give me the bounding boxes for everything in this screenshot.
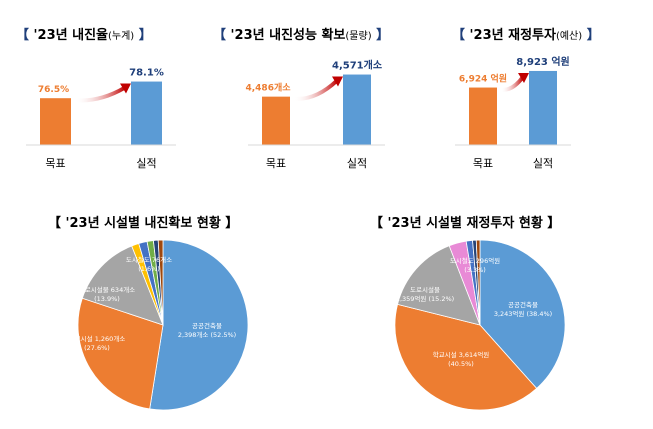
bar-target: [262, 96, 290, 145]
pie-panel-2-title: 【 '23년 시설별 재정투자 현황 】: [370, 216, 561, 231]
bar-panel-3-title: 【 '23년 재정투자(예산) 】: [452, 24, 600, 43]
bar-value-label: 76.5%: [38, 85, 69, 95]
bar-target: [40, 98, 71, 145]
bar-actual: [529, 70, 557, 145]
bracket-open: 【: [452, 28, 466, 43]
bar-panel-1-title: 【 '23년 내진율(누계) 】: [16, 24, 152, 43]
bar-chart-inner-quake-rate: 76.5% 목표 78.1% 실적: [26, 68, 176, 170]
bar-value-label: 4,486개소: [245, 82, 291, 94]
title-sub: (예산): [555, 31, 583, 42]
pie-slice: [479, 239, 566, 389]
slice-label: 도시철도 296억원: [450, 256, 500, 265]
trend-arrow-head: [120, 83, 131, 94]
pie-slice: [77, 297, 164, 410]
slice-label: (13.9%): [94, 295, 120, 303]
category-label: 목표: [45, 157, 65, 170]
slice-label: 도시철도 76개소: [126, 255, 172, 264]
bracket-open: 【: [213, 28, 227, 43]
bar-value-label: 78.1%: [129, 68, 164, 79]
category-label: 목표: [266, 157, 286, 170]
slice-label: 3,243억원 (38.4%): [494, 309, 552, 318]
slice-label: (1.6%): [138, 265, 160, 273]
slice-label: 2,398개소 (52.5%): [178, 330, 236, 339]
pie-panel-1-title: 【 '23년 시설별 내진확보 현황 】: [48, 216, 239, 231]
category-label: 목표: [473, 157, 493, 170]
slice-label: (27.6%): [84, 344, 110, 352]
title-main: '23년 내진성능 확보: [230, 28, 346, 43]
bracket-close: 】: [586, 28, 600, 43]
slice-label: 도로시설물: [410, 286, 440, 294]
pie-slice: [81, 245, 164, 326]
bracket-close: 】: [376, 28, 390, 43]
pie-slice: [475, 239, 481, 326]
bar-value-label: 8,923 억원: [516, 55, 570, 68]
bar-panel-2-title: 【 '23년 내진성능 확보(물량) 】: [213, 24, 389, 43]
bar-target: [469, 87, 497, 145]
title-sub: (물량): [345, 31, 372, 42]
slice-label: (3.3%): [464, 266, 486, 274]
pie-slice: [157, 239, 164, 326]
category-label: 실적: [533, 157, 553, 170]
bar-value-label: 4,571개소: [332, 59, 382, 72]
pie-slice: [394, 303, 538, 411]
category-label: 실적: [347, 157, 367, 170]
bracket-open: 【: [16, 28, 30, 43]
slice-label: 도로시설물 634개소: [79, 285, 135, 294]
slice-label: 공공건축물: [192, 321, 222, 330]
bar-value-label: 6,924 억원: [459, 73, 507, 85]
slice-label: 1,359억원 (15.2%): [396, 294, 454, 303]
trend-arrow-shaft: [500, 75, 525, 92]
title-main: '23년 재정투자: [469, 28, 556, 43]
trend-arrow-shaft: [74, 85, 127, 103]
slice-label: (40.5%): [448, 360, 474, 368]
slice-label: 공공건축물: [508, 300, 538, 309]
trend-arrow-head: [332, 76, 343, 87]
title-main: '23년 내진율: [33, 28, 108, 43]
trend-arrow-shaft: [293, 79, 339, 101]
bar-actual: [131, 81, 162, 145]
slice-label: 학교시설 1,260개소: [69, 334, 126, 343]
slice-label: 학교시설 3,614억원: [433, 350, 490, 359]
trend-arrow-head: [518, 72, 529, 83]
pie-slice: [397, 245, 481, 326]
pie-slice: [149, 239, 249, 411]
category-label: 실적: [136, 157, 156, 170]
bracket-close: 】: [138, 28, 152, 43]
title-sub: (누계): [107, 31, 135, 42]
bar-actual: [343, 74, 371, 145]
